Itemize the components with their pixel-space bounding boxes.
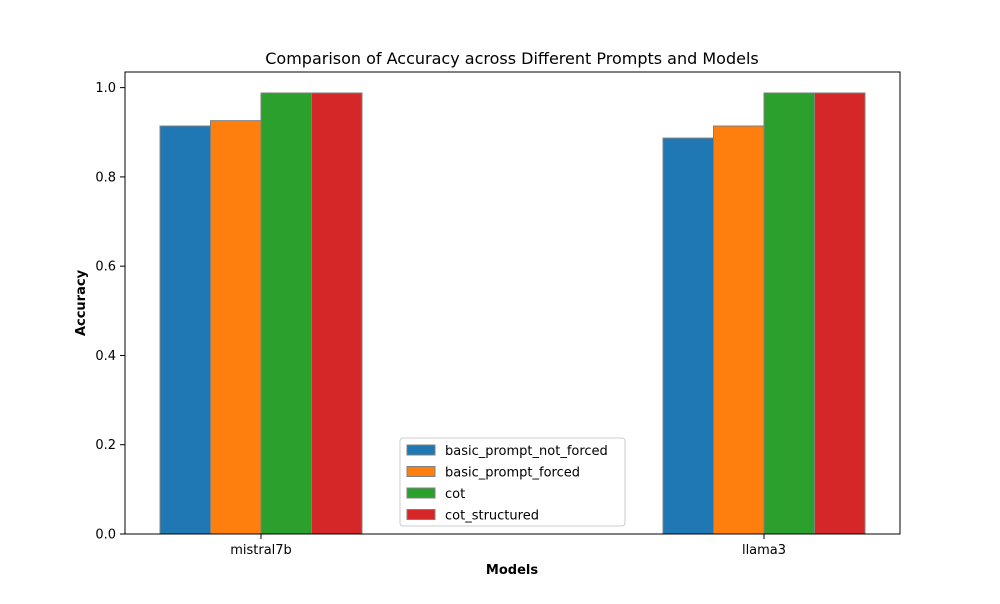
bar-cot-mistral7b <box>260 92 312 535</box>
x-tick-label-mistral7b: mistral7b <box>230 543 292 558</box>
y-axis: 0.0 0.2 0.4 0.6 0.8 1.0 <box>95 81 125 543</box>
y-tick-label: 1.0 <box>95 81 116 96</box>
plot-area-frame <box>124 71 901 535</box>
bars-layer <box>159 92 866 535</box>
y-tick-label: 0.0 <box>95 528 116 543</box>
bar-basic_prompt_forced-mistral7b <box>210 120 262 535</box>
bar-cot_structured-llama3 <box>814 92 866 535</box>
bar-basic_prompt_not_forced-mistral7b <box>159 125 211 535</box>
y-tick-label: 0.4 <box>95 349 116 364</box>
y-tick-label: 0.8 <box>95 170 116 185</box>
legend-box <box>399 437 626 527</box>
bar-basic_prompt_not_forced-llama3 <box>662 137 714 535</box>
chart-title: Comparison of Accuracy across Different … <box>265 49 758 68</box>
y-axis-label: Accuracy <box>74 269 89 336</box>
bar-cot_structured-mistral7b <box>311 92 363 535</box>
legend: basic_prompt_not_forced basic_prompt_forc… <box>399 437 626 527</box>
legend-swatch-cot_structured <box>406 509 436 520</box>
legend-label-basic_prompt_not_forced: basic_prompt_not_forced <box>445 444 608 459</box>
y-tick-label: 0.2 <box>95 438 116 453</box>
legend-label-cot: cot <box>445 487 465 502</box>
legend-swatch-cot <box>406 487 436 499</box>
legend-swatch-basic_prompt_not_forced <box>406 444 436 456</box>
bar-cot-llama3 <box>763 92 815 535</box>
legend-label-basic_prompt_forced: basic_prompt_forced <box>445 466 580 481</box>
y-tick-label: 0.6 <box>95 260 116 275</box>
x-tick-label-llama3: llama3 <box>742 543 786 558</box>
bar-basic_prompt_forced-llama3 <box>713 125 765 535</box>
x-axis-label: Models <box>486 563 538 578</box>
legend-label-cot_structured: cot_structured <box>445 509 539 524</box>
x-axis: mistral7b llama3 <box>230 534 786 558</box>
legend-swatch-basic_prompt_forced <box>406 466 436 477</box>
